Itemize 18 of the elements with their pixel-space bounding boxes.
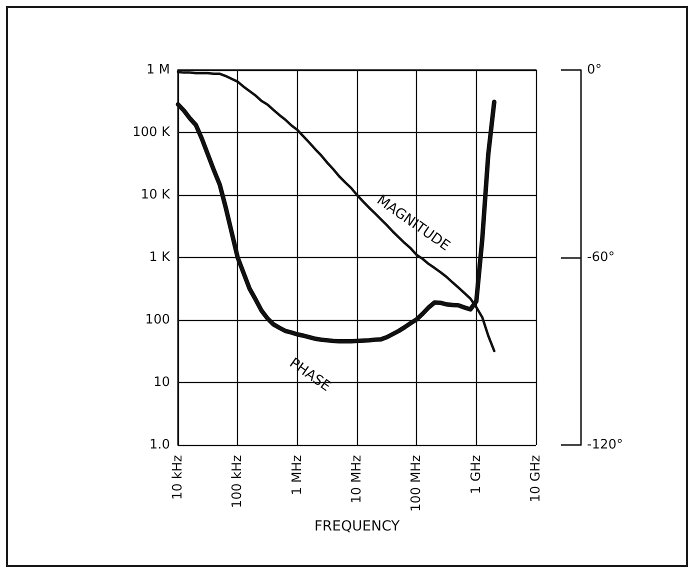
y2-tick-label: 0°: [587, 62, 602, 78]
y-tick-label: 10 K: [140, 188, 170, 202]
y2-tick-label: -60°: [587, 250, 615, 265]
x-tick-label: 100 MHz: [409, 454, 424, 512]
y2-tick-label: -120°: [587, 438, 624, 452]
y-tick-label: 1 M: [146, 62, 170, 78]
y-tick-label: 1.0: [149, 438, 170, 452]
y-tick-label: 100 K: [132, 125, 170, 140]
x-tick-label: 1 GHz: [468, 454, 484, 494]
x-tick-label: 100 kHz: [230, 454, 246, 508]
x-tick-label: 10 GHz: [528, 454, 544, 502]
y-tick-label: 10: [153, 375, 170, 390]
y-tick-label: 100: [145, 312, 170, 328]
x-tick-label: 10 kHz: [170, 454, 186, 500]
x-tick-label: 1 MHz: [290, 454, 305, 496]
y-tick-label: 1 K: [149, 250, 170, 265]
x-tick-label: 10 MHz: [350, 454, 364, 504]
x-axis-title: FREQUENCY: [314, 518, 400, 535]
